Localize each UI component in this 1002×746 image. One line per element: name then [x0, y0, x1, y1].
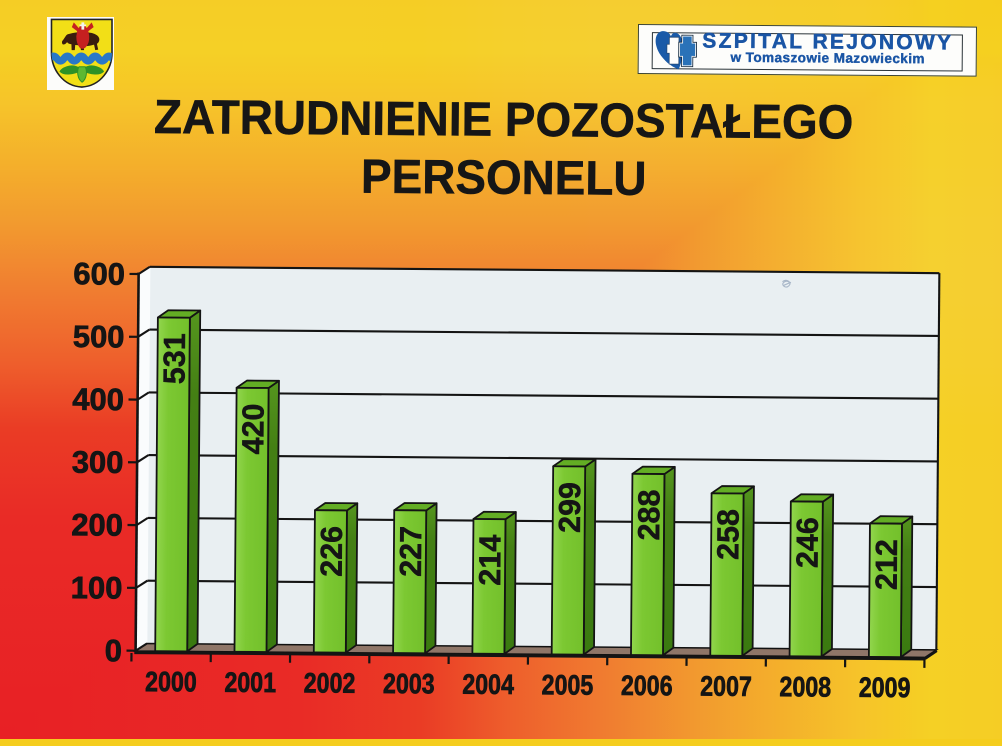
svg-text:400: 400	[72, 382, 124, 417]
svg-text:2001: 2001	[224, 668, 276, 699]
svg-text:212: 212	[870, 539, 904, 590]
svg-text:2006: 2006	[621, 671, 673, 702]
svg-text:600: 600	[73, 256, 125, 291]
svg-text:2005: 2005	[541, 670, 593, 701]
svg-text:299: 299	[553, 482, 587, 533]
svg-text:500: 500	[73, 319, 125, 354]
svg-text:0: 0	[105, 633, 123, 668]
svg-text:227: 227	[394, 526, 428, 577]
svg-text:288: 288	[632, 489, 666, 540]
svg-text:420: 420	[236, 403, 270, 454]
svg-text:2009: 2009	[859, 673, 911, 704]
svg-text:246: 246	[790, 517, 824, 568]
svg-text:214: 214	[473, 535, 507, 586]
svg-text:226: 226	[315, 526, 349, 577]
svg-text:2003: 2003	[383, 669, 435, 700]
svg-text:2004: 2004	[462, 670, 515, 701]
svg-text:2000: 2000	[145, 667, 197, 698]
svg-text:2007: 2007	[700, 672, 752, 703]
svg-text:2002: 2002	[304, 668, 356, 699]
svg-text:258: 258	[711, 509, 745, 560]
svg-text:300: 300	[72, 444, 124, 479]
svg-text:100: 100	[71, 570, 123, 605]
svg-text:200: 200	[71, 507, 123, 542]
svg-text:531: 531	[158, 333, 192, 384]
svg-text:2008: 2008	[779, 672, 831, 703]
